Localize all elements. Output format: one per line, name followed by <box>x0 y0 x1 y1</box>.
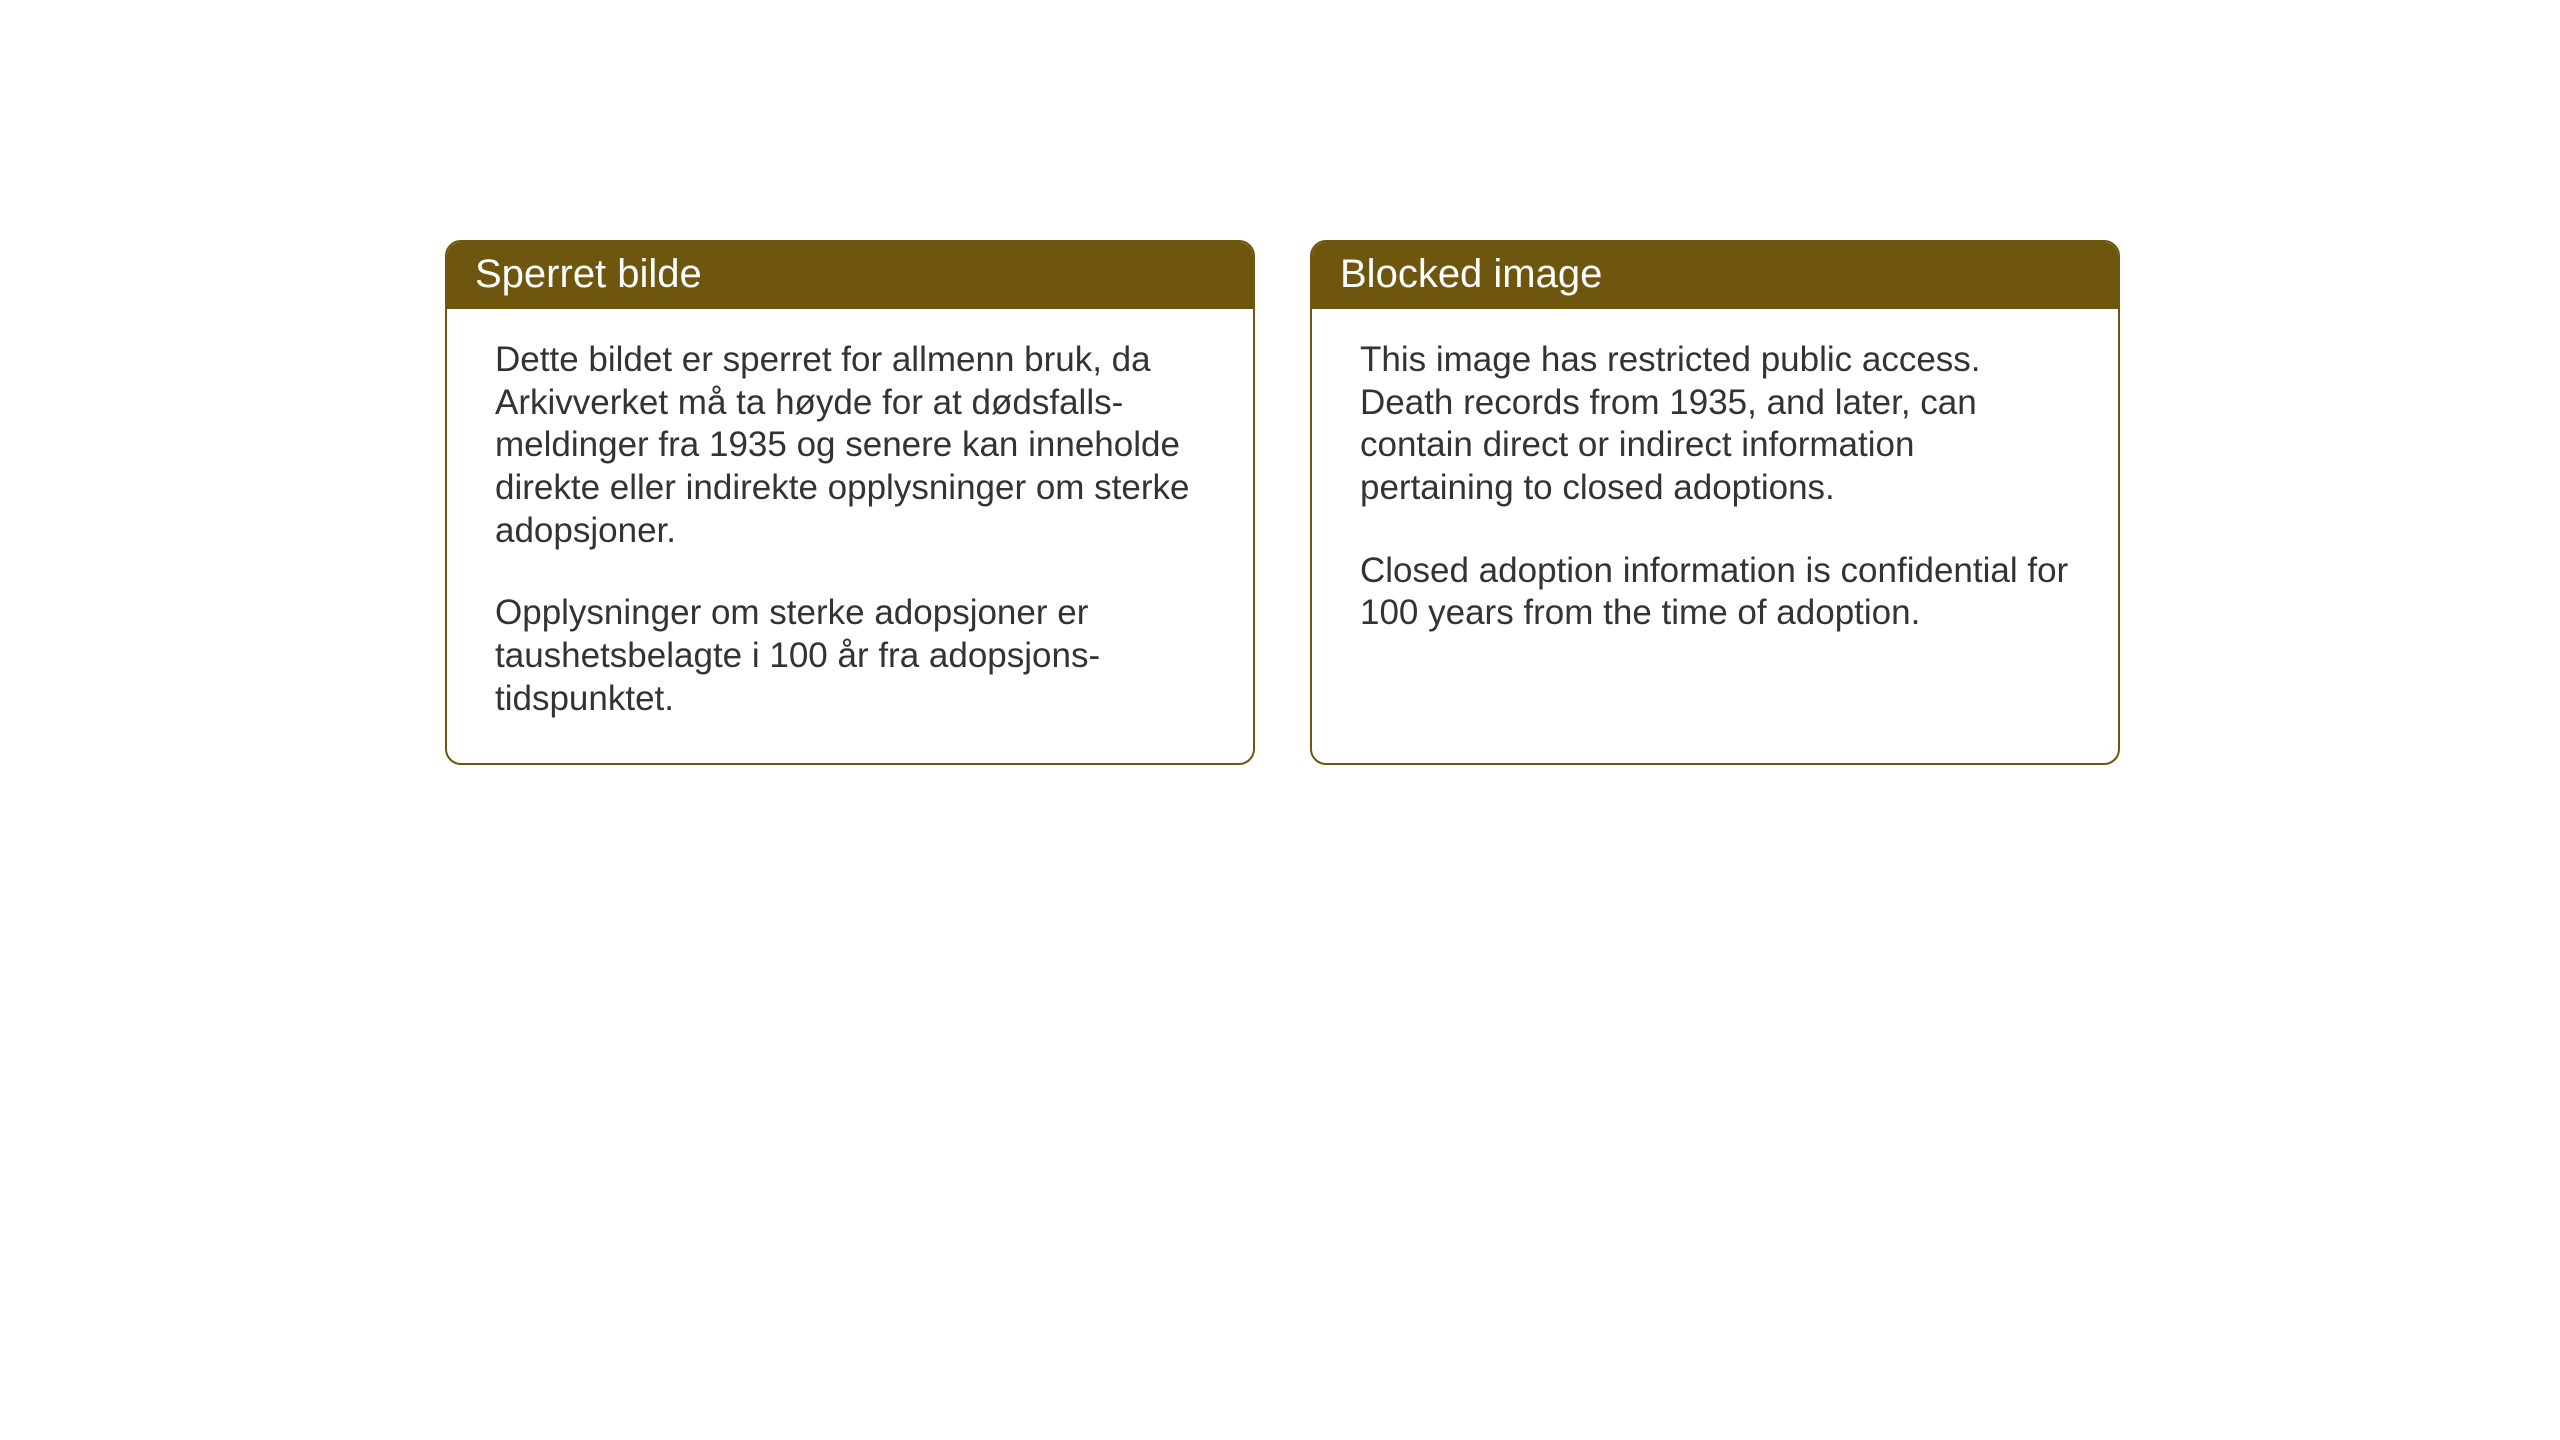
card-paragraph-1-english: This image has restricted public access.… <box>1360 339 2070 510</box>
notice-card-norwegian: Sperret bilde Dette bildet er sperret fo… <box>445 240 1255 765</box>
card-body-english: This image has restricted public access.… <box>1312 309 2118 677</box>
card-paragraph-2-english: Closed adoption information is confident… <box>1360 550 2070 635</box>
notice-cards-container: Sperret bilde Dette bildet er sperret fo… <box>445 240 2120 765</box>
card-paragraph-1-norwegian: Dette bildet er sperret for allmenn bruk… <box>495 339 1205 552</box>
card-body-norwegian: Dette bildet er sperret for allmenn bruk… <box>447 309 1253 763</box>
notice-card-english: Blocked image This image has restricted … <box>1310 240 2120 765</box>
card-title-english: Blocked image <box>1340 252 1602 296</box>
card-header-norwegian: Sperret bilde <box>447 242 1253 309</box>
card-header-english: Blocked image <box>1312 242 2118 309</box>
card-paragraph-2-norwegian: Opplysninger om sterke adopsjoner er tau… <box>495 592 1205 720</box>
card-title-norwegian: Sperret bilde <box>475 252 702 296</box>
